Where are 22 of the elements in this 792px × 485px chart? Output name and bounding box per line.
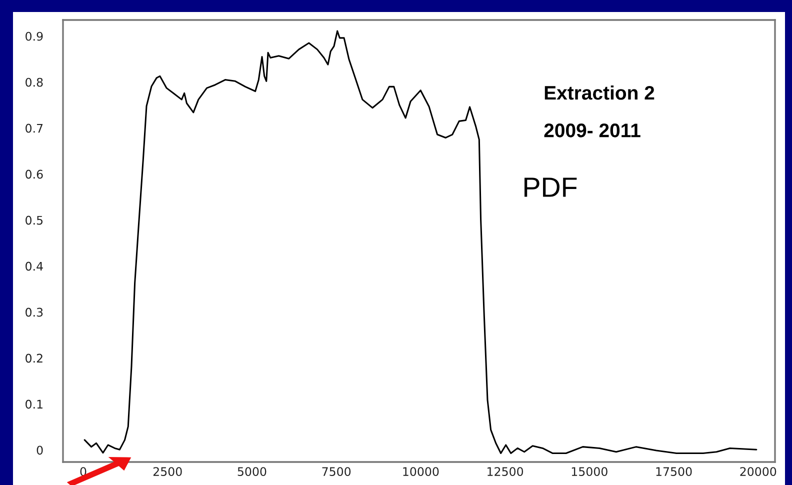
x-tick-label: 5000 xyxy=(238,467,266,476)
y-tick-label: 0.5 xyxy=(26,216,43,225)
x-tick-label: 10000 xyxy=(403,467,439,476)
x-tick-label: 12500 xyxy=(488,467,524,476)
x-tick-label: 2500 xyxy=(153,467,182,476)
y-tick-label: 0.3 xyxy=(26,308,43,317)
y-tick-label: 0.6 xyxy=(26,170,43,179)
annotation: PDF xyxy=(524,178,577,197)
y-tick-label: 0 xyxy=(36,446,43,455)
annotation: Extraction 2 xyxy=(544,85,654,100)
y-tick-label: 0.1 xyxy=(26,400,42,409)
annotation: 2009- 2011 xyxy=(544,124,640,138)
x-tick-label: 15000 xyxy=(572,467,608,476)
x-tick-label: 7500 xyxy=(322,467,351,476)
y-tick-label: 0.8 xyxy=(26,78,43,87)
line-series xyxy=(84,30,758,454)
y-tick-label: 0.7 xyxy=(26,124,43,133)
y-tick-label: 0.9 xyxy=(26,32,43,41)
y-tick-label: 0.2 xyxy=(26,354,42,363)
x-tick-label: 20000 xyxy=(740,467,776,476)
y-tick-label: 0.4 xyxy=(26,262,43,271)
x-tick-label: 17500 xyxy=(656,467,692,476)
